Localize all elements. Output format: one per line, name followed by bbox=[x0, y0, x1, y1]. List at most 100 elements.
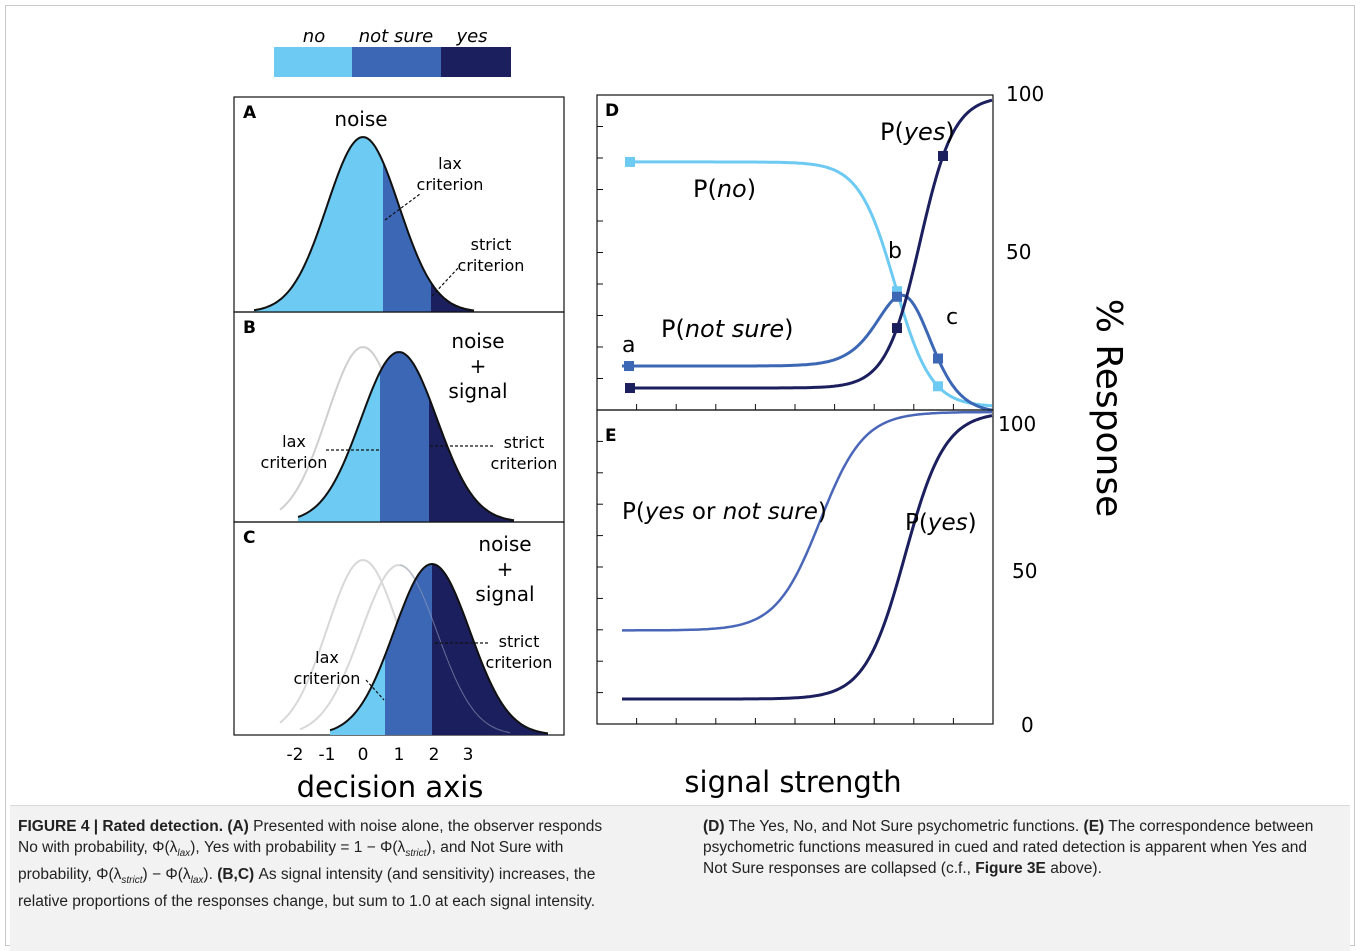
panel-b-lax-label-2: criterion bbox=[261, 453, 328, 472]
panel-b-letter: B bbox=[243, 318, 256, 338]
panel-b-signal-label-2: + bbox=[470, 354, 487, 378]
panel-b-strict-label-2: criterion bbox=[491, 454, 558, 473]
panel-d: D P(yes) P(no) P(not sure) a b c 100 50 bbox=[596, 82, 1044, 412]
decision-axis-tick: -1 bbox=[319, 745, 336, 765]
panel-a-lax-label-2: criterion bbox=[417, 175, 484, 194]
panel-a: A noise lax criterion strict criterion bbox=[233, 96, 565, 313]
caption-d-label: (D) bbox=[703, 818, 725, 835]
legend-label-no: no bbox=[303, 26, 325, 47]
p-not-sure-marker-a bbox=[624, 361, 634, 372]
panel-c-strict-label-2: criterion bbox=[486, 653, 553, 672]
legend-swatch-yes bbox=[441, 47, 511, 77]
p-no-curve bbox=[630, 160, 993, 408]
p-yes-marker bbox=[892, 323, 902, 334]
panel-e-y-tick-50: 50 bbox=[1012, 559, 1037, 583]
panel-e-y-tick-100: 100 bbox=[998, 412, 1036, 436]
panel-b-yes-region bbox=[429, 397, 514, 522]
decision-axis-tick: -2 bbox=[287, 745, 304, 765]
caption-figure-label: FIGURE 4 | Rated detection. bbox=[18, 818, 224, 835]
legend-label-not-sure: not sure bbox=[359, 26, 433, 47]
caption-e-label: (E) bbox=[1083, 818, 1105, 835]
panel-a-lax-label-1: lax bbox=[438, 154, 462, 173]
panel-b-not-sure-region bbox=[380, 352, 429, 522]
point-label-a: a bbox=[622, 333, 635, 358]
panel-e-letter: E bbox=[605, 426, 617, 446]
panel-c-strict-label-1: strict bbox=[499, 632, 540, 651]
panel-b-no-region bbox=[298, 372, 380, 522]
panel-b-signal-label-1: noise bbox=[451, 329, 504, 353]
panel-c-lax-label-1: lax bbox=[315, 648, 339, 667]
panel-d-y-tick-100: 100 bbox=[1006, 82, 1044, 106]
figure-graphic: no not sure yes A noise lax criterion st… bbox=[233, 26, 1129, 804]
panel-a-lax-leader bbox=[384, 193, 421, 221]
panel-a-strict-label-2: criterion bbox=[458, 256, 525, 275]
p-yes-marker bbox=[938, 150, 948, 161]
decision-axis-label: decision axis bbox=[297, 770, 484, 804]
legend-label-yes: yes bbox=[455, 26, 487, 47]
p-no-label: P(no) bbox=[693, 175, 756, 203]
point-label-c: c bbox=[946, 305, 958, 330]
p-yes-or-not-sure-label: P(yes or not sure) bbox=[622, 499, 827, 525]
panel-c-lax-leader bbox=[365, 679, 385, 701]
panel-b-lax-label-1: lax bbox=[282, 432, 306, 451]
p-no-marker bbox=[892, 286, 902, 297]
p-not-sure-marker-b bbox=[892, 291, 902, 302]
caption-figure-ref[interactable]: Figure 3E bbox=[975, 860, 1046, 877]
p-not-sure-curve bbox=[622, 293, 993, 412]
legend-swatch-not-sure bbox=[352, 47, 441, 77]
p-yes-cumulative-label: P(yes) bbox=[905, 510, 977, 536]
panel-c-signal-label-1: noise bbox=[478, 532, 531, 556]
panel-a-no-region bbox=[254, 137, 383, 312]
panel-a-strict-label-1: strict bbox=[471, 235, 512, 254]
panel-a-strict-leader bbox=[431, 265, 461, 297]
panel-b-signal-label-3: signal bbox=[448, 379, 507, 403]
panel-a-noise-label: noise bbox=[334, 107, 387, 131]
legend-swatch-no bbox=[274, 47, 352, 77]
caption-bc-label: (B,C) bbox=[217, 866, 255, 884]
decision-axis-tick: 3 bbox=[463, 745, 474, 765]
legend: no not sure yes bbox=[274, 26, 511, 77]
x-axis-label: signal strength bbox=[684, 765, 901, 799]
p-no-marker bbox=[625, 156, 635, 167]
caption-column-right: (D) The Yes, No, and Not Sure psychometr… bbox=[703, 818, 1314, 877]
decision-axis-tick: 1 bbox=[394, 745, 405, 765]
y-axis-label: % Response bbox=[1088, 299, 1129, 518]
panel-b-signal-curve bbox=[297, 351, 515, 522]
panel-c-not-sure-region bbox=[385, 564, 432, 735]
panel-b-strict-label-1: strict bbox=[504, 433, 545, 452]
panel-c-no-region bbox=[330, 655, 385, 735]
panel-a-letter: A bbox=[243, 103, 257, 123]
panel-d-letter: D bbox=[605, 101, 619, 121]
panel-c-signal-label-3: signal bbox=[475, 582, 534, 606]
caption-a-label: (A) bbox=[227, 818, 249, 835]
p-no-marker bbox=[933, 381, 943, 392]
decision-axis-tick: 0 bbox=[358, 745, 369, 765]
panel-c-signal-curve bbox=[329, 562, 549, 735]
panel-a-noise-curve bbox=[253, 136, 475, 312]
panel-c: C noise + signal lax criterion strict cr… bbox=[233, 521, 565, 736]
panel-c-yes-region bbox=[432, 564, 548, 735]
p-yes-cumulative-curve bbox=[622, 414, 993, 701]
p-yes-or-not-sure-curve bbox=[622, 410, 992, 632]
panel-c-ghost-overlay bbox=[399, 564, 511, 734]
panel-a-not-sure-region bbox=[383, 162, 431, 312]
decision-axis-tick: 2 bbox=[429, 745, 440, 765]
panel-e-y-tick-0: 0 bbox=[1021, 713, 1034, 737]
p-not-sure-label: P(not sure) bbox=[661, 315, 794, 343]
panel-a-yes-region bbox=[431, 282, 474, 312]
panel-c-signal-label-2: + bbox=[497, 557, 514, 581]
p-yes-label: P(yes) bbox=[880, 118, 955, 146]
caption-text: As signal intensity (and sensitivity) in… bbox=[18, 866, 596, 911]
caption-column-left: FIGURE 4 | Rated detection. (A) Presente… bbox=[18, 818, 603, 911]
panel-b: B noise + signal lax criterion strict cr… bbox=[233, 311, 565, 523]
figure-caption: FIGURE 4 | Rated detection. (A) Presente… bbox=[10, 805, 1350, 951]
caption-text: Presented with noise alone, the observer… bbox=[18, 818, 603, 856]
p-not-sure-marker-c bbox=[933, 353, 943, 364]
panel-e: E P(yes or not sure) P(yes) 100 50 0 bbox=[596, 409, 1037, 737]
p-yes-curve bbox=[630, 98, 993, 390]
panel-c-letter: C bbox=[243, 528, 255, 548]
point-label-b: b bbox=[888, 239, 902, 264]
p-yes-marker bbox=[625, 383, 635, 394]
decision-axis: -2 -1 0 1 2 3 decision axis bbox=[287, 745, 484, 804]
panel-c-lax-label-2: criterion bbox=[294, 669, 361, 688]
